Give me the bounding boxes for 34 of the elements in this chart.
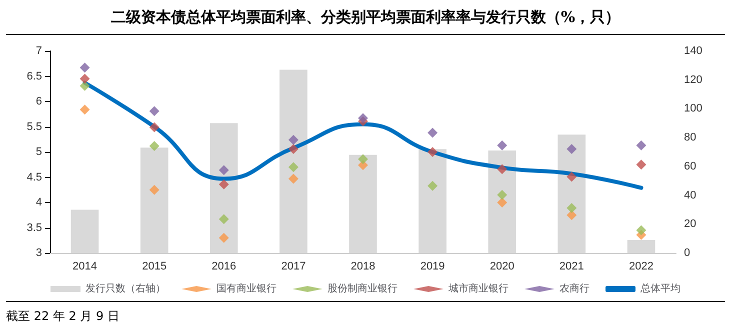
x-tick-label: 2015 bbox=[142, 260, 167, 272]
legend-label: 总体平均 bbox=[640, 282, 680, 294]
legend-label: 发行只数（右轴） bbox=[86, 282, 166, 294]
y2-tick-label: 60 bbox=[684, 160, 696, 172]
y-tick-label: 5.5 bbox=[26, 120, 42, 133]
y-tick-label: 4 bbox=[36, 196, 42, 208]
chart-title: 二级资本债总体平均票面利率、分类别平均票面利率率与发行只数（%，只） bbox=[6, 0, 725, 35]
x-tick-label: 2022 bbox=[628, 260, 654, 272]
y2-tick-label: 40 bbox=[684, 189, 696, 202]
y-tick-label: 3 bbox=[36, 247, 42, 259]
legend-label: 国有商业银行 bbox=[216, 282, 276, 294]
x-tick-label: 2020 bbox=[490, 260, 514, 272]
legend-label: 股份制商业银行 bbox=[328, 282, 398, 294]
y2-tick-label: 140 bbox=[684, 45, 702, 57]
y2-tick-label: 120 bbox=[684, 74, 702, 86]
legend-label: 城市商业银行 bbox=[448, 282, 508, 294]
x-tick-label: 2014 bbox=[72, 260, 98, 272]
legend-label: 农商行 bbox=[560, 282, 590, 294]
x-tick-label: 2016 bbox=[212, 260, 236, 272]
x-tick-label: 2021 bbox=[559, 260, 584, 272]
y-tick-label: 7 bbox=[36, 45, 42, 57]
text: 截至 22 年 2 月 9 日 bbox=[6, 301, 725, 332]
y-tick-label: 6.5 bbox=[26, 70, 42, 82]
x-tick-label: 2018 bbox=[350, 260, 376, 272]
y-tick-label: 6 bbox=[36, 96, 42, 108]
y-tick-label: 5 bbox=[36, 146, 42, 158]
y2-tick-label: 100 bbox=[684, 102, 702, 115]
x-tick-label: 2017 bbox=[281, 260, 306, 272]
y2-tick-label: 0 bbox=[684, 247, 690, 259]
y-tick-label: 4.5 bbox=[26, 171, 42, 184]
x-tick-label: 2019 bbox=[420, 260, 445, 272]
y-tick-label: 3.5 bbox=[26, 222, 42, 234]
y2-tick-label: 80 bbox=[684, 132, 696, 144]
y2-tick-label: 20 bbox=[684, 218, 696, 230]
